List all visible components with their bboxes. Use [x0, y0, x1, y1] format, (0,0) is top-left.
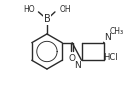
Text: HCl: HCl — [104, 53, 118, 61]
Text: OH: OH — [59, 5, 71, 14]
Text: HO: HO — [23, 5, 34, 14]
Text: B: B — [44, 14, 50, 24]
Text: CH₃: CH₃ — [110, 27, 124, 36]
Text: O: O — [69, 54, 76, 63]
Text: N: N — [74, 61, 81, 70]
Text: N: N — [104, 33, 111, 42]
